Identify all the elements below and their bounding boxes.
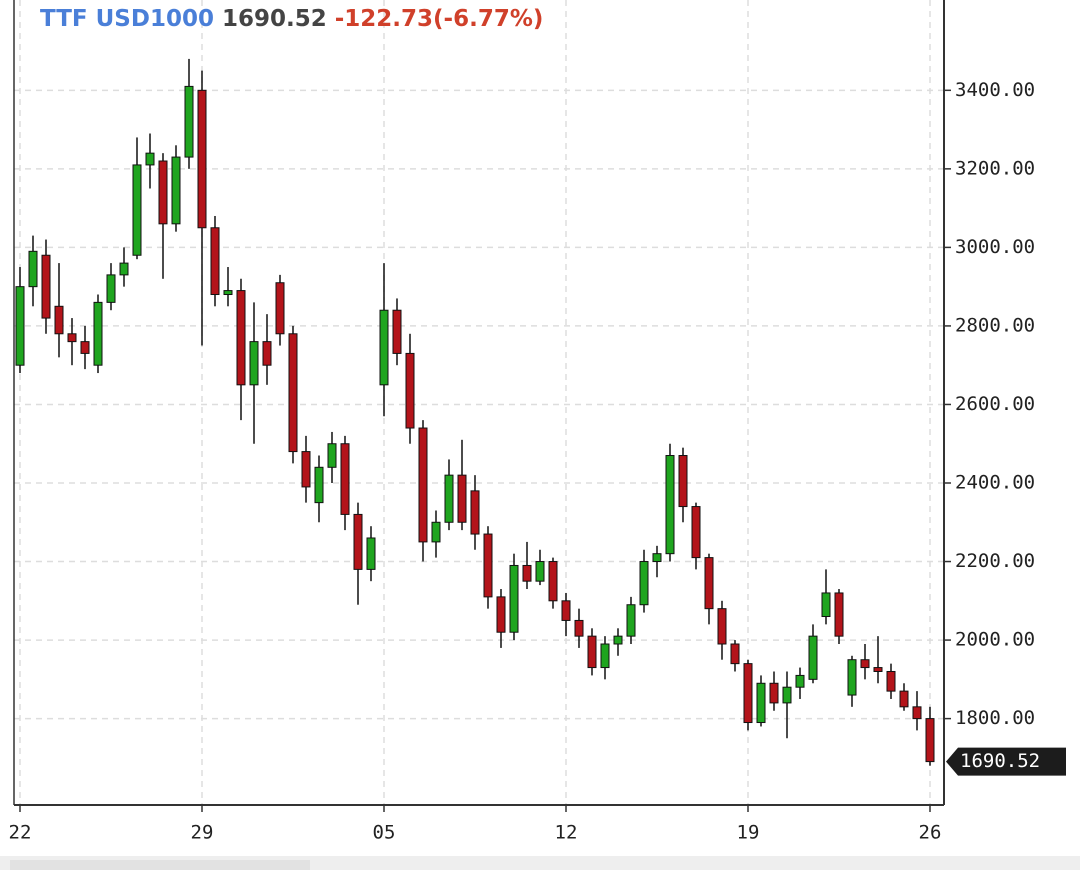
candle-body [340, 443, 350, 515]
candle-body [301, 451, 311, 488]
candle-body [457, 474, 467, 523]
candle-body [262, 341, 272, 366]
x-tick-label: 29 [191, 822, 214, 844]
candle-body [795, 674, 805, 688]
y-tick-label: 2600.00 [955, 393, 1035, 415]
candle-body [899, 690, 909, 708]
candle-body [860, 659, 870, 669]
candle-body [912, 706, 922, 720]
y-tick-label: 1800.00 [955, 707, 1035, 729]
candle-body [600, 643, 610, 669]
symbol: TTF USD1000 [40, 6, 214, 32]
candle-body [769, 682, 779, 704]
candle-body [392, 309, 402, 354]
candle-body [405, 352, 415, 429]
candle-body [886, 670, 896, 692]
candle-body [15, 286, 25, 366]
y-tick-label: 2000.00 [955, 629, 1035, 651]
candle-body [67, 333, 77, 343]
candle-body [613, 635, 623, 645]
candle-body [327, 443, 337, 468]
candle-body [145, 152, 155, 166]
candle-body [470, 490, 480, 535]
y-tick-label: 3200.00 [955, 157, 1035, 179]
candle-body [119, 262, 129, 276]
candle-body [106, 274, 116, 303]
y-tick-label: 2400.00 [955, 472, 1035, 494]
candle-body [197, 89, 207, 229]
candle-body [808, 635, 818, 680]
x-tick-label: 12 [555, 822, 578, 844]
y-tick-label: 2800.00 [955, 314, 1035, 336]
candle-body [626, 604, 636, 637]
candle-body [288, 333, 298, 453]
y-tick-label: 3000.00 [955, 236, 1035, 258]
candle-body [535, 561, 545, 582]
candle-body [548, 561, 558, 602]
candle-body [314, 466, 324, 504]
y-tick-label: 2200.00 [955, 550, 1035, 572]
x-tick-label: 19 [737, 822, 760, 844]
candle-body [730, 643, 740, 665]
candle-body [873, 667, 883, 672]
last-price-tag-label: 1690.52 [960, 750, 1040, 772]
candle-body [652, 553, 662, 563]
candle-body [847, 659, 857, 696]
candle-body [132, 164, 142, 256]
candle-body [275, 282, 285, 335]
candle-body [223, 290, 233, 296]
candle-body [210, 227, 220, 296]
candle-body [418, 427, 428, 543]
candle-body [665, 455, 675, 555]
candle-body [28, 250, 38, 288]
candle-body [925, 718, 935, 763]
header: TTF USD1000 1690.52 -122.73(-6.77%) [40, 6, 543, 32]
candle-body [496, 596, 506, 633]
candle-body [756, 682, 766, 724]
last-price-tag [946, 747, 1066, 776]
candle-body [80, 341, 90, 354]
candle-body [158, 160, 168, 225]
candle-body [444, 474, 454, 523]
candle-body [54, 305, 64, 335]
candle-body [743, 663, 753, 724]
y-tick-label: 3400.00 [955, 79, 1035, 101]
candle-body [93, 301, 103, 366]
candle-body [236, 290, 246, 386]
last-price: 1690.52 [222, 6, 327, 32]
candle-body [821, 592, 831, 618]
candle-body [184, 85, 194, 158]
x-tick-label: 22 [9, 822, 32, 844]
candle-body [704, 557, 714, 610]
candle-body [483, 533, 493, 598]
scrollbar [10, 860, 310, 870]
candle-body [678, 455, 688, 508]
candle-body [782, 686, 792, 704]
candle-body [691, 506, 701, 559]
candle-body [717, 608, 727, 645]
candle-body [561, 600, 571, 621]
change: -122.73(-6.77%) [335, 6, 544, 32]
candle-body [522, 564, 532, 582]
candle-body [587, 635, 597, 669]
candle-body [41, 254, 51, 319]
plot [14, 0, 944, 805]
candle-body [249, 341, 259, 386]
candle-body [834, 592, 844, 637]
x-tick-label: 05 [373, 822, 396, 844]
candle-body [366, 537, 376, 570]
candle-body [509, 564, 519, 633]
candle-body [353, 513, 363, 570]
x-tick-label: 26 [919, 822, 942, 844]
candle-body [431, 521, 441, 543]
candle-body [639, 561, 649, 606]
candle-body [379, 309, 389, 386]
candle-body [574, 619, 584, 637]
candle-body [171, 156, 181, 225]
